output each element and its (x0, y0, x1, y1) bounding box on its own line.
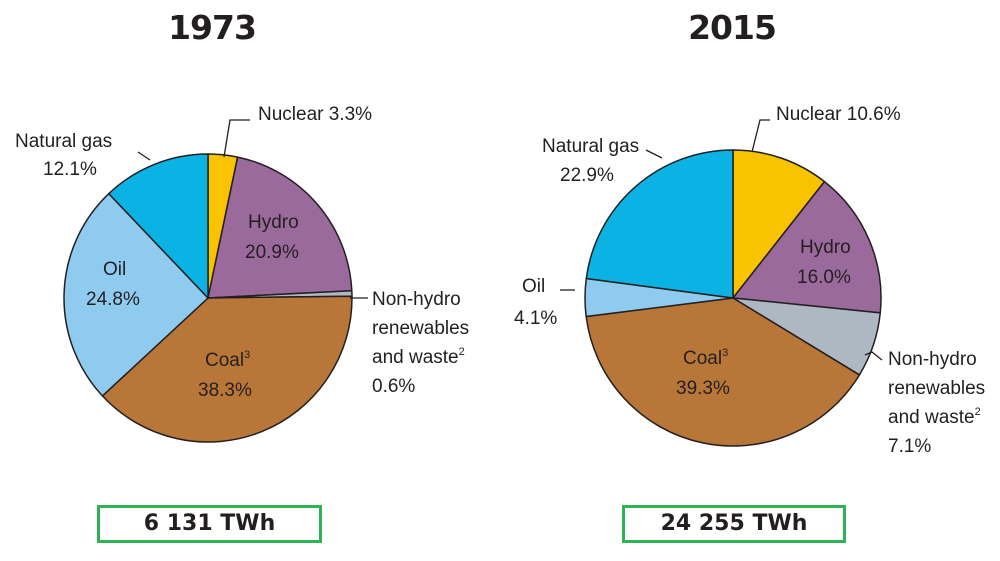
leader-line-gas-1973 (137, 151, 151, 161)
label-coal-1973: Coal3 (205, 349, 250, 371)
pie-slice-gas-1973 (108, 153, 209, 299)
pie-slice-oil-1973 (63, 192, 209, 397)
value-nonhydro-1973: 0.6% (372, 376, 415, 397)
value-hydro-1973: 20.9% (245, 242, 299, 263)
total-generation-2015: 24 255 TWh (622, 505, 846, 543)
label-hydro-2015: Hydro (800, 237, 851, 258)
value-gas-1973: 12.1% (43, 159, 97, 180)
leader-line-nuclear-1973 (223, 119, 250, 158)
total-generation-1973: 6 131 TWh (97, 505, 322, 543)
label-nonhydro-2015-line1: Non-hydro (888, 349, 977, 370)
label-nonhydro-2015-line3: and waste2 (888, 406, 981, 428)
label-hydro-1973: Hydro (248, 212, 299, 233)
label-oil-2015: Oil (522, 276, 545, 297)
leader-line-nuclear-2015 (751, 119, 770, 153)
label-nuclear-2015: Nuclear 10.6% (776, 104, 901, 125)
value-gas-2015: 22.9% (560, 165, 614, 186)
label-nonhydro-2015-line2: renewables (888, 378, 985, 399)
label-nuclear-1973: Nuclear 3.3% (258, 104, 372, 125)
value-hydro-2015: 16.0% (797, 267, 851, 288)
label-nonhydro-1973-line2: renewables (372, 318, 469, 339)
value-nonhydro-2015: 7.1% (888, 436, 931, 457)
pie-slice-hydro-2015 (732, 180, 882, 314)
label-nonhydro-1973-line3: and waste2 (372, 346, 465, 368)
pie-slice-coal-1973 (101, 295, 353, 443)
chart-title-1973: 1973 (168, 8, 257, 47)
value-oil-2015: 4.1% (514, 308, 557, 329)
pie-1973: Nuclear 3.3% Hydro 20.9% Non-hydro renew… (15, 104, 469, 443)
value-coal-1973: 38.3% (198, 380, 252, 401)
label-coal-2015: Coal3 (683, 347, 728, 369)
value-oil-1973: 24.8% (86, 289, 140, 310)
chart-title-2015: 2015 (688, 8, 777, 47)
pie-slice-gas-2015 (585, 149, 734, 299)
pie-slice-hydro-1973 (207, 156, 353, 299)
label-nonhydro-1973-line1: Non-hydro (372, 289, 461, 310)
pie-slice-coal-2015 (585, 297, 861, 447)
label-gas-1973: Natural gas (15, 131, 112, 152)
pie-2015: Nuclear 10.6% Hydro 16.0% Non-hydro rene… (514, 104, 985, 457)
label-gas-2015: Natural gas (542, 136, 639, 157)
leader-line-gas-2015 (645, 149, 663, 159)
value-coal-2015: 39.3% (676, 378, 730, 399)
label-oil-1973: Oil (103, 259, 126, 280)
leader-line-nonhydro-2015 (864, 351, 883, 361)
pie-slice-nuclear-2015 (732, 149, 826, 299)
